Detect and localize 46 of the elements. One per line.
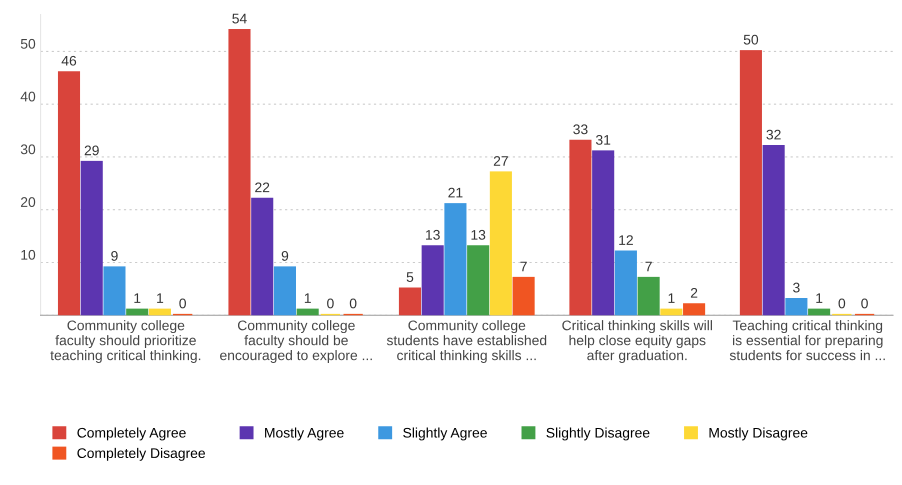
data-label: 12 (619, 235, 633, 245)
data-label: 50 (744, 34, 758, 45)
data-label: 1 (134, 293, 140, 303)
data-label: 13 (426, 230, 440, 240)
data-label: 0 (350, 298, 356, 308)
data-label: 33 (573, 124, 588, 134)
data-label: 54 (232, 14, 247, 24)
data-label: 13 (471, 230, 486, 240)
legend-label: Mostly Agree (265, 427, 344, 440)
data-label: 5 (406, 272, 414, 282)
data-label: 1 (304, 293, 311, 303)
data-label: 46 (62, 56, 76, 66)
data-label: 22 (255, 182, 270, 192)
x-tick-label: Community college students have established critical thinking skills ... (386, 320, 546, 363)
x-tick-label: Teaching critical thinking is essential for preparing students for success in ... (730, 320, 885, 360)
data-label: 0 (327, 298, 334, 308)
data-label: 3 (793, 282, 800, 293)
x-tick-label: Community college faculty should be encouraged to explore ... (220, 320, 372, 363)
data-label: 0 (838, 298, 846, 308)
data-label: 7 (645, 262, 652, 272)
data-label: 1 (816, 293, 822, 303)
data-label: 29 (84, 146, 99, 156)
legend-label: Completely Disagree (77, 448, 205, 461)
data-label: 0 (861, 298, 868, 308)
data-label: 21 (448, 188, 462, 198)
legend-label: Slightly Agree (403, 427, 487, 440)
data-label: 0 (179, 298, 186, 308)
data-label: 27 (494, 156, 508, 166)
x-tick-label: Critical thinking skills will help close equity gaps after graduation. (562, 320, 712, 363)
y-tick-label: 50 (20, 38, 36, 49)
data-label: 7 (520, 262, 527, 272)
y-tick-label: 40 (20, 92, 36, 102)
data-label: 32 (766, 130, 781, 140)
data-label: 9 (282, 251, 288, 261)
legend-label: Slightly Disagree (546, 427, 650, 440)
data-label: 1 (157, 293, 164, 303)
y-tick-label: 10 (21, 250, 36, 260)
data-label: 2 (690, 288, 698, 298)
y-tick-label: 30 (20, 144, 36, 154)
legend-label: Mostly Disagree (709, 427, 808, 440)
data-label: 31 (596, 134, 610, 145)
legend-label: Completely Agree (77, 427, 186, 440)
data-label: 9 (111, 251, 118, 261)
x-tick-label: Community college faculty should prioritize teaching critical thinking. (50, 320, 200, 363)
data-label: 1 (668, 293, 675, 303)
y-tick-label: 20 (20, 197, 36, 207)
